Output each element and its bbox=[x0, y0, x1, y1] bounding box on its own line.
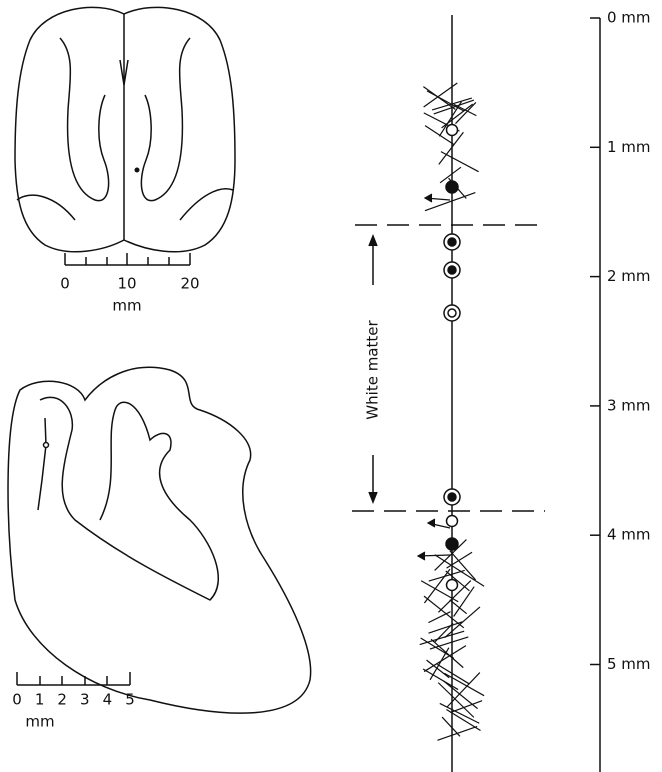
cell-orientation bbox=[450, 551, 476, 580]
depth-label: 5 mm bbox=[607, 655, 651, 673]
bottom-scale-label: 2 bbox=[57, 691, 67, 709]
top-scale-label: 20 bbox=[180, 275, 199, 293]
bottom-scale-bar bbox=[17, 672, 130, 685]
bottom-scale-label: 4 bbox=[103, 691, 113, 709]
cell-orientation bbox=[437, 664, 469, 683]
arrow-head bbox=[418, 552, 425, 560]
depth-label: 4 mm bbox=[607, 526, 651, 544]
depth-label: 1 mm bbox=[607, 138, 651, 156]
top-scale-label: 0 bbox=[60, 275, 70, 293]
cell-orientation bbox=[425, 193, 475, 211]
depth-label: 0 mm bbox=[607, 9, 651, 27]
brain-coronal-outline bbox=[15, 7, 235, 251]
depth-ticks: 0 mm 1 mm 2 mm 3 mm 4 mm 5 mm bbox=[590, 9, 651, 674]
bottom-scale-label: 5 bbox=[125, 691, 135, 709]
figure: White matter 0 mm1 mm2 mm3 mm4 mm5 mm 01… bbox=[0, 0, 662, 772]
top-scale-unit: mm bbox=[112, 297, 141, 315]
electrode-track-small bbox=[38, 418, 49, 510]
cell-orientation bbox=[437, 726, 477, 740]
cell-orientation bbox=[428, 612, 450, 623]
top-scale-bar bbox=[65, 253, 190, 265]
arrow-head bbox=[428, 519, 435, 527]
arrow-head bbox=[425, 194, 432, 202]
electrode-site bbox=[135, 168, 140, 173]
cell-orientation bbox=[423, 669, 458, 690]
white-matter-label: White matter bbox=[364, 320, 382, 420]
bottom-scale-unit: mm bbox=[25, 713, 54, 731]
cell-orientation bbox=[420, 631, 464, 644]
top-scale-label: 10 bbox=[117, 275, 136, 293]
bottom-scale-label: 1 bbox=[35, 691, 45, 709]
depth-label: 3 mm bbox=[607, 396, 651, 414]
bottom-scale-label: 3 bbox=[80, 691, 90, 709]
bottom-scale-label: 0 bbox=[12, 691, 22, 709]
depth-label: 2 mm bbox=[607, 267, 651, 285]
brain-sagittal-outline bbox=[8, 367, 311, 713]
